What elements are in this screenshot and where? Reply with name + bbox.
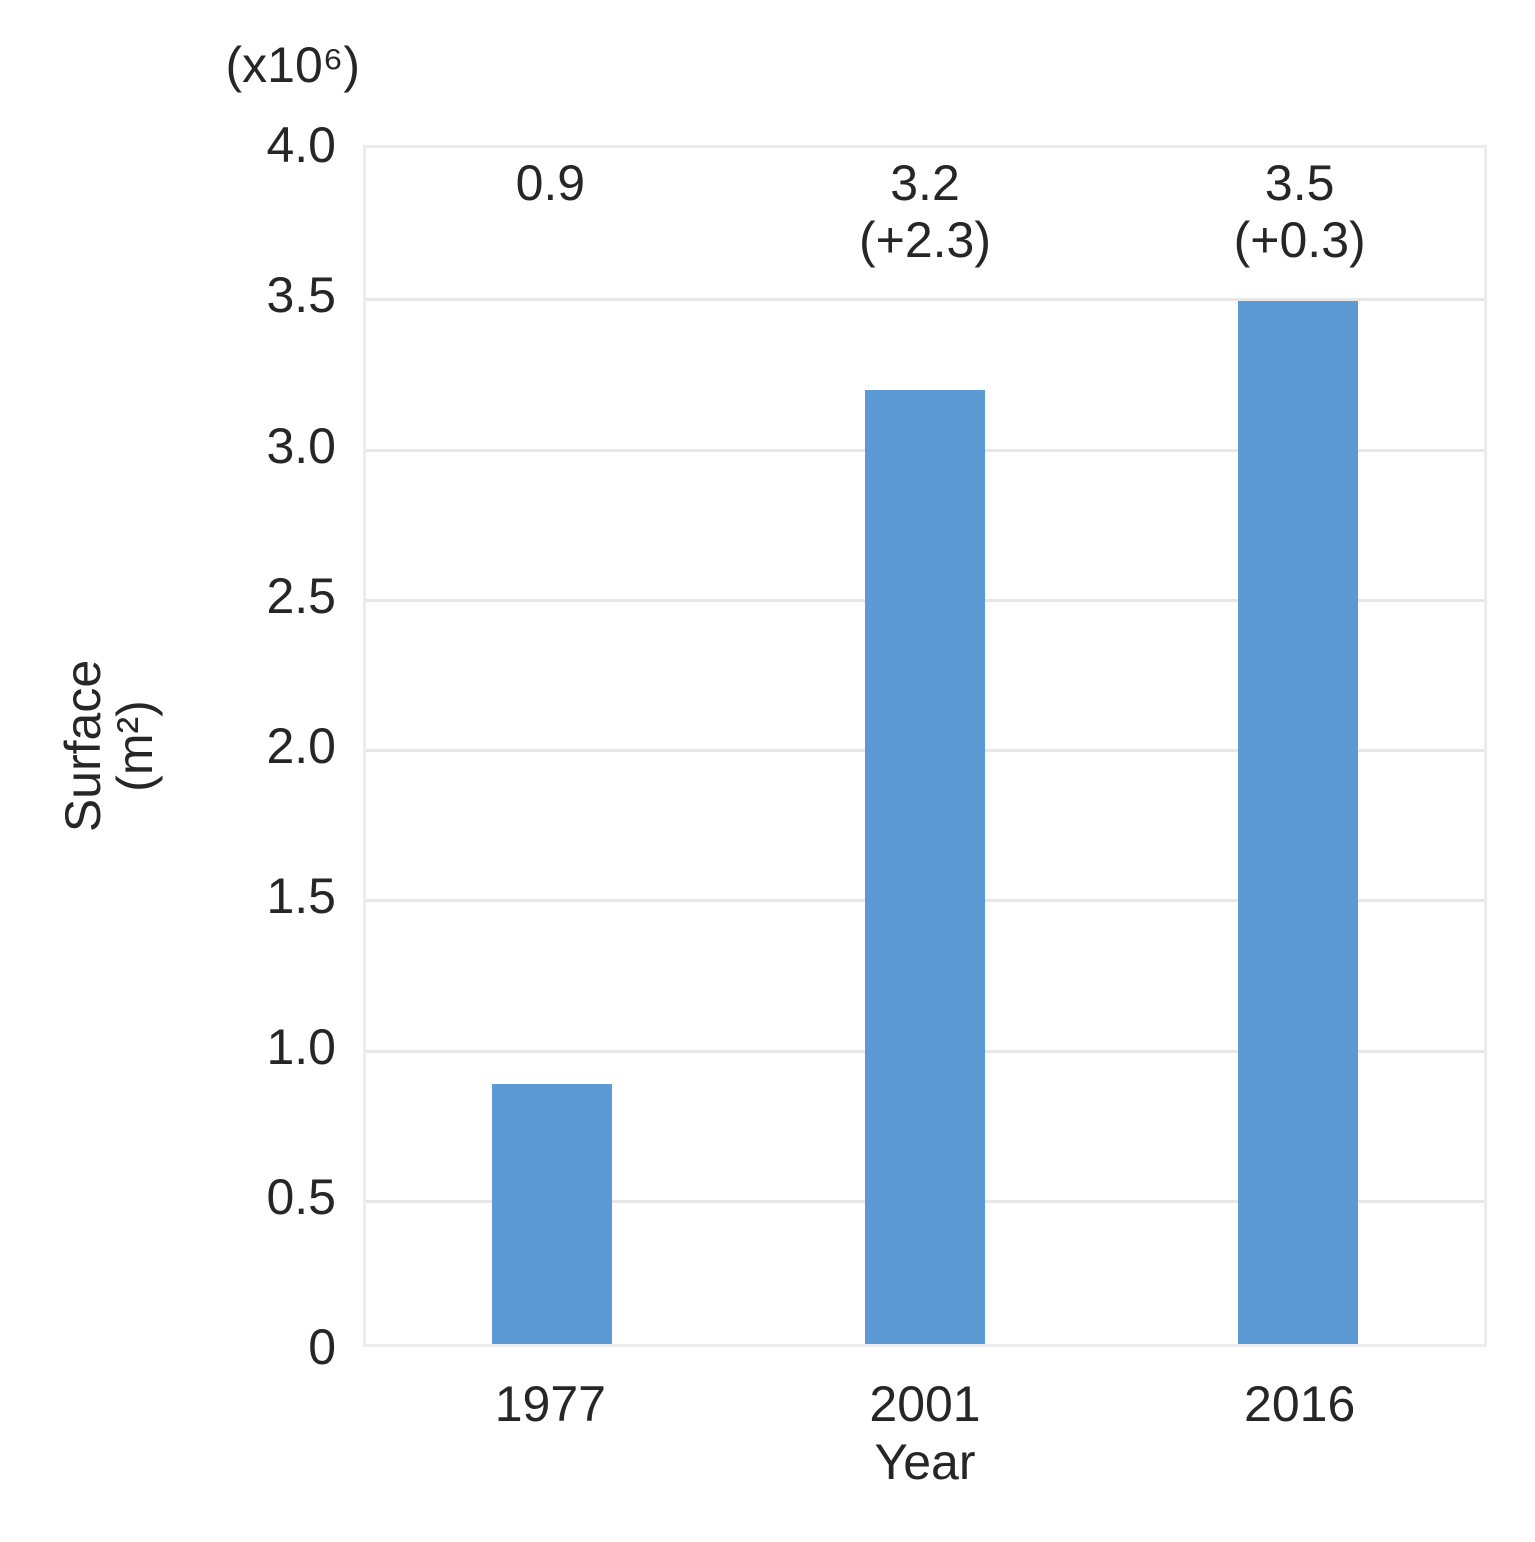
y-axis-tick-label: 4.0 (266, 117, 336, 173)
y-axis-tick-label: 3.5 (266, 267, 336, 324)
y-axis-tick-label: 1.0 (266, 1018, 336, 1075)
gridline (366, 298, 1484, 302)
plot-area (363, 145, 1487, 1347)
bar (492, 1083, 613, 1344)
y-axis-unit-multiplier-label: (x10⁶) (225, 37, 361, 93)
bar-annotation: 3.2 (+2.3) (858, 155, 992, 268)
y-axis-title-line1: Surface (55, 659, 111, 833)
bar (1237, 300, 1358, 1344)
x-axis-tick-label: 2001 (869, 1376, 981, 1432)
bar (865, 390, 985, 1344)
y-axis-tick-label: 0 (308, 1319, 336, 1375)
y-axis-tick-label: 1.5 (266, 868, 336, 925)
y-axis-tick-label: 0.5 (266, 1168, 336, 1225)
x-axis-title: Year (874, 1434, 976, 1490)
x-axis-tick-label: 1977 (494, 1376, 606, 1432)
bar-annotation: 0.9 (515, 155, 586, 211)
y-axis-tick-label: 3.0 (266, 417, 336, 474)
y-axis-tick-label: 2.5 (266, 567, 336, 624)
y-axis-tick-label: 2.0 (266, 718, 336, 774)
bar-annotation: 3.5 (+0.3) (1233, 155, 1366, 268)
x-axis-tick-label: 2016 (1244, 1376, 1356, 1432)
